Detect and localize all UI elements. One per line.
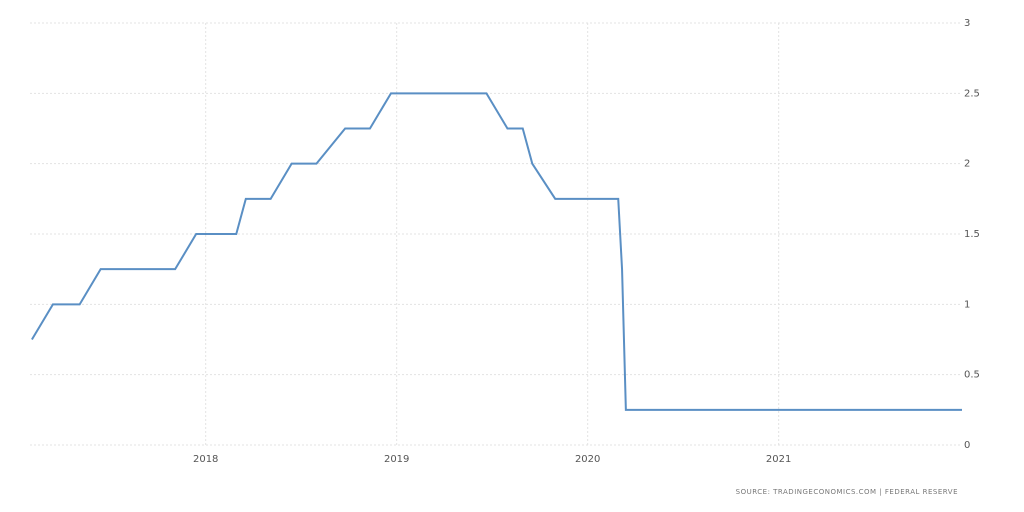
x-tick-label: 2018 bbox=[193, 454, 218, 465]
y-tick-label: 0 bbox=[964, 440, 970, 451]
x-tick-label: 2020 bbox=[575, 454, 600, 465]
y-tick-label: 3 bbox=[964, 18, 970, 29]
x-tick-label: 2021 bbox=[766, 454, 791, 465]
y-tick-label: 1 bbox=[964, 299, 970, 310]
x-tick-label: 2019 bbox=[384, 454, 409, 465]
y-tick-label: 1.5 bbox=[964, 229, 980, 240]
y-tick-label: 2.5 bbox=[964, 88, 980, 99]
y-tick-label: 0.5 bbox=[964, 370, 980, 381]
series-line bbox=[31, 92, 962, 411]
y-tick-label: 2 bbox=[964, 159, 970, 170]
source-note: SOURCE: TRADINGECONOMICS.COM | FEDERAL R… bbox=[736, 488, 958, 496]
